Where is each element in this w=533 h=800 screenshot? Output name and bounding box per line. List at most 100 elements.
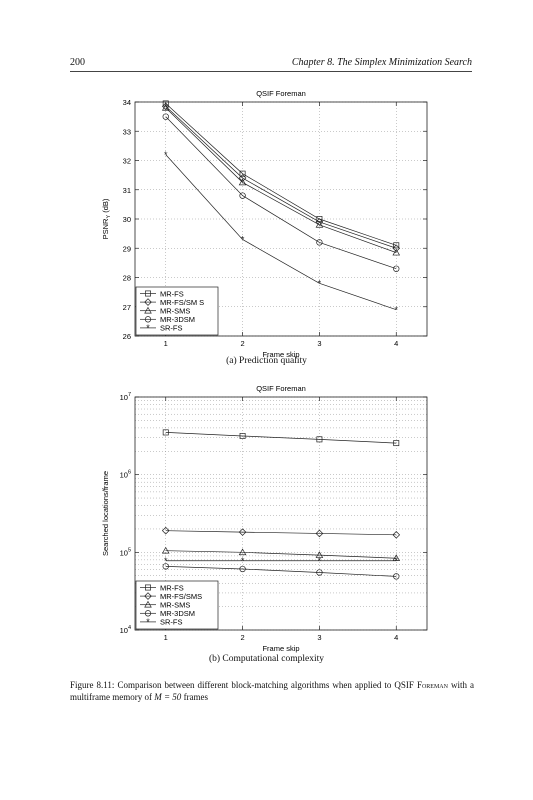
legend-marker [145,290,151,297]
x-tick-label: 4 [394,633,398,642]
series-mr-sms [161,546,401,561]
legend-label: MR-FS [160,289,184,298]
data-point [239,565,246,573]
legend-label: MR-FS/SM S [160,298,204,307]
y-axis-label: Searched locations/frame [101,471,110,556]
series-line [165,106,397,249]
data-point [162,100,169,107]
data-point [392,248,401,256]
data-point [316,239,323,246]
series-line [165,116,397,270]
data-point [239,433,246,439]
data-point [316,569,323,576]
legend-marker [144,610,152,617]
series-line [165,530,397,536]
data-point: * [164,150,168,160]
legend-label: SR-FS [160,618,183,627]
data-point [238,178,247,186]
y-tick-label: 30 [123,215,131,224]
x-axis-label: Frame skip [262,350,299,359]
data-point: * [318,556,322,566]
series-line [165,550,397,559]
legend-label: MR-SMS [160,307,190,316]
figure-text-after: with a multiframe memory of [70,680,475,702]
legend-label: MR-3DSM [160,609,195,618]
page-number: 200 [70,57,85,68]
series-sr-fs: * * * * [164,556,399,566]
data-point: * [241,556,245,566]
x-tick-label: 2 [240,633,244,642]
legend-label: MR-FS [160,583,184,592]
data-point: * [318,279,322,289]
series-sr-fs: * * * * [164,150,399,315]
series-line [165,154,397,311]
data-point [162,429,169,436]
legend-label: SR-FS [160,324,183,333]
y-tick-label: 104 [120,625,131,635]
x-tick-label: 1 [164,339,168,348]
x-tick-label: 2 [240,339,244,348]
y-tick-label: 29 [123,244,131,253]
chart-computational-complexity: 1 2 3 4 104 105 106 107 QSIF Foreman Frame skip Se… [101,384,428,653]
figure-math: M = 50 [154,692,182,702]
series-mr-3dsm [162,113,400,272]
page-header: 200 Chapter 8. The Simplex Minimization … [70,57,472,71]
y-tick-label: 105 [120,547,131,557]
data-point [161,103,170,111]
caption-computational-complexity: (b) Computational complexity [208,654,325,664]
plot-frame [134,396,428,631]
x-tick-label: 4 [394,339,398,348]
series-mr-3dsm [162,563,400,580]
legend-marker [144,600,152,608]
data-point [161,546,170,554]
legend-marker [145,584,151,591]
data-point [392,244,401,253]
legend-marker [144,306,152,314]
data-point [393,440,400,447]
series-mr-sms [161,103,401,256]
data-point [392,531,401,539]
data-point [161,526,170,535]
series-mr-fs-sms [161,526,401,539]
y-tick-label: 106 [120,470,131,480]
caption-prediction-quality: (a) Prediction quality [226,356,307,366]
y-tick-label: 32 [123,157,131,166]
data-point [393,573,400,580]
y-tick-label: 31 [123,186,131,195]
data-point [238,174,247,182]
data-point [315,218,324,226]
data-point [315,551,324,558]
chart-title: QSIF Foreman [256,89,306,98]
y-tick-label: 26 [123,332,131,341]
data-point: * [395,556,399,566]
y-tick-label: 27 [123,303,131,312]
data-point [392,554,401,561]
series-line [165,432,397,444]
x-axis-label: Frame skip [262,644,299,653]
y-tick-label: 28 [123,274,131,283]
header-rule [70,71,472,72]
series-mr-fs [162,429,400,447]
chart-title: QSIF Foreman [256,384,306,393]
sequence-name: Foreman [416,680,448,690]
data-point [393,265,400,272]
data-point [238,548,247,556]
legend-marker: * [146,617,150,627]
x-tick-label: 3 [317,339,321,348]
chapter-title: Chapter 8. The Simplex Minimization Sear… [291,57,472,68]
figure-label: Figure 8.11: [70,680,115,690]
legend-label: MR-SMS [160,601,190,610]
x-tick-label: 3 [317,633,321,642]
data-point [238,528,247,536]
data-point: * [395,305,399,315]
legend-label: MR-3DSM [160,315,195,324]
legend-marker: * [146,323,150,333]
data-point [239,170,246,177]
series-mr-fs-sm-s [161,102,401,253]
data-point [239,192,246,199]
series-line [165,107,397,253]
data-point: * [241,235,245,245]
x-tick-label: 1 [164,633,168,642]
